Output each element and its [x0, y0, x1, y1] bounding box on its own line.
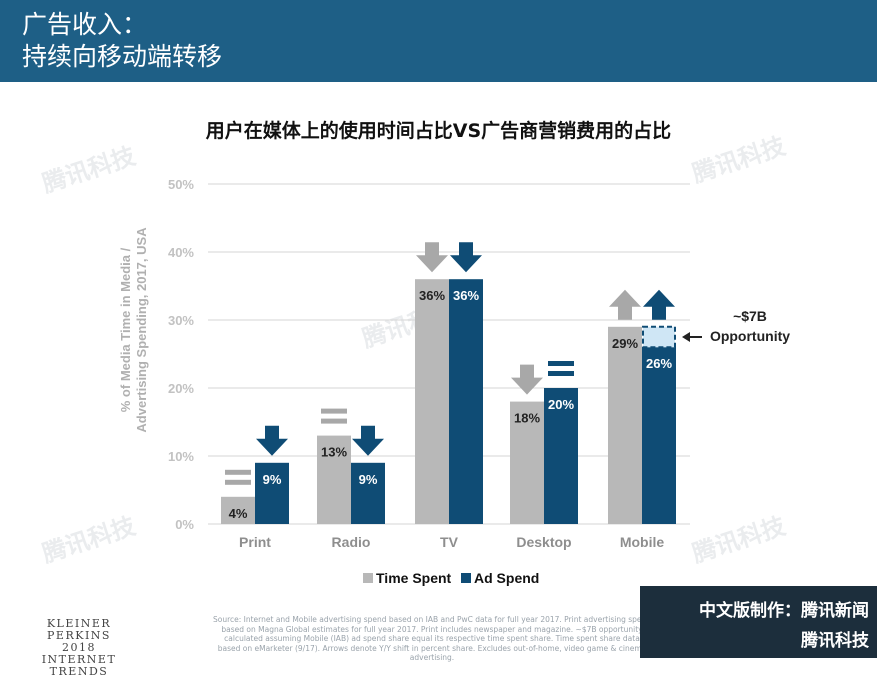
time-spent-bar [608, 326, 642, 524]
time-spent-bar [415, 279, 449, 524]
opportunity-amount: ~$7B [733, 308, 767, 324]
ad-spend-bar [449, 279, 483, 524]
credit-brand-news: 腾讯新闻 [801, 601, 869, 621]
x-category-label: Radio [332, 534, 371, 550]
source-note: Source: Internet and Mobile advertising … [212, 615, 652, 662]
down-arrow-icon [256, 425, 288, 456]
brand-line: 2018 [62, 641, 96, 654]
ad-spend-value-label: 26% [646, 356, 672, 371]
down-arrow-icon [511, 364, 543, 395]
time-spent-bar [317, 435, 351, 524]
y-tick-label: 40% [168, 245, 194, 260]
time-spent-value-label: 4% [229, 506, 248, 521]
legend-label-time-spent: Time Spent [376, 570, 452, 586]
down-arrow-icon [450, 242, 482, 273]
bar-chart: 0% 10% 20% 30% 40% 50% % of Media Time in Medi… [118, 177, 790, 586]
up-arrow-icon [609, 289, 641, 320]
credit-label: 中文版制作： [699, 601, 801, 621]
y-tick-label: 30% [168, 313, 194, 328]
up-arrow-icon [643, 289, 675, 320]
equal-sign-icon [321, 418, 347, 424]
y-axis-label: % of Media Time in Media / [118, 247, 133, 412]
ad-spend-bar [351, 462, 385, 524]
x-category-label: Print [239, 534, 271, 550]
ad-spend-value-label: 9% [263, 472, 282, 487]
down-arrow-icon [416, 242, 448, 273]
ad-spend-value-label: 20% [548, 397, 574, 412]
time-spent-value-label: 18% [514, 411, 540, 426]
left-arrow-icon [682, 332, 690, 342]
time-spent-bar [510, 401, 544, 524]
ad-spend-value-label: 9% [359, 472, 378, 487]
time-spent-value-label: 36% [419, 288, 445, 303]
legend-swatch-ad-spend [461, 573, 471, 583]
kpcb-brand: KLEINER PERKINS 2018 INTERNET TRENDS [14, 618, 144, 678]
credit-line1: 中文版制作：腾讯新闻 [699, 596, 869, 621]
time-spent-bar [221, 496, 255, 524]
y-tick-label: 10% [168, 449, 194, 464]
y-axis-label: Advertising Spending, 2017, USA [134, 227, 149, 433]
time-spent-value-label: 13% [321, 445, 347, 460]
ad-spend-value-label: 36% [453, 288, 479, 303]
brand-line: KLEINER PERKINS [46, 617, 112, 642]
x-category-label: Mobile [620, 534, 665, 550]
header-banner: 广告收入： 持续向移动端转移 [0, 0, 877, 82]
equal-sign-icon [321, 408, 347, 414]
legend-swatch-time-spent [363, 573, 373, 583]
opportunity-label: Opportunity [710, 328, 790, 344]
ad-spend-bar [544, 388, 578, 524]
opportunity-gap-box [642, 325, 676, 349]
equal-sign-icon [548, 361, 574, 366]
ad-spend-bar [642, 347, 676, 524]
equal-sign-icon [548, 371, 574, 376]
legend-label-ad-spend: Ad Spend [474, 570, 539, 586]
header-title-line1: 广告收入： [22, 10, 148, 39]
y-tick-label: 50% [168, 177, 194, 192]
down-arrow-icon [352, 425, 384, 456]
credit-box: 中文版制作：腾讯新闻 腾讯科技 [640, 586, 877, 658]
y-tick-label: 20% [168, 381, 194, 396]
equal-sign-icon [225, 479, 251, 485]
equal-sign-icon [225, 469, 251, 475]
x-category-label: TV [440, 534, 459, 550]
ad-spend-bar [255, 462, 289, 524]
header-title-line2: 持续向移动端转移 [22, 42, 223, 71]
chart-title: 用户在媒体上的使用时间占比VS广告商营销费用的占比 [205, 120, 672, 142]
x-category-label: Desktop [516, 534, 571, 550]
time-spent-value-label: 29% [612, 336, 638, 351]
y-tick-label: 0% [175, 517, 194, 532]
credit-brand-tech: 腾讯科技 [801, 631, 869, 651]
